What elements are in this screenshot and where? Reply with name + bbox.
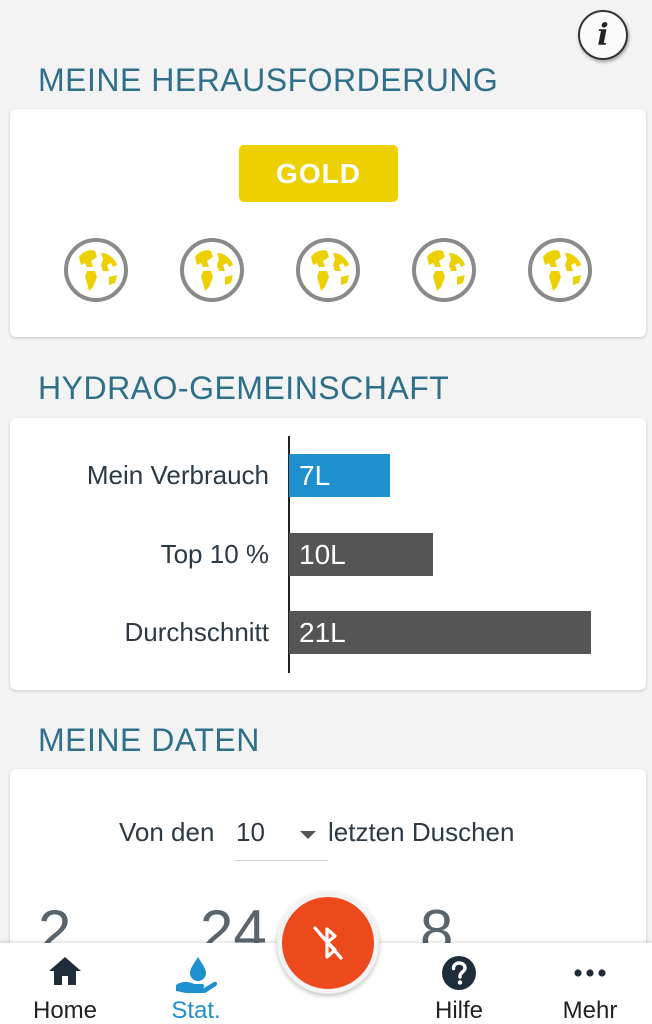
bar: 21L bbox=[289, 611, 591, 654]
filter-suffix: letzten Duschen bbox=[328, 817, 515, 847]
filter-prefix: Von den bbox=[119, 817, 215, 847]
community-card: Mein Verbrauch 7L Top 10 % 10L Durchschnitt 2… bbox=[10, 418, 646, 690]
info-button[interactable]: i bbox=[578, 10, 628, 60]
bar-value: 10L bbox=[299, 538, 346, 570]
more-icon bbox=[574, 969, 606, 977]
globe-icon bbox=[296, 238, 360, 302]
data-title: MEINE DATEN bbox=[38, 722, 260, 758]
nav-help[interactable]: Hilfe bbox=[404, 943, 514, 1024]
nav-home-label: Home bbox=[32, 997, 98, 1024]
shower-count-select[interactable]: 10 bbox=[236, 817, 328, 861]
bar: 10L bbox=[289, 533, 433, 576]
bar-label: Top 10 % bbox=[160, 539, 269, 569]
nav-home[interactable]: Home bbox=[10, 943, 120, 1024]
shower-count-value: 10 bbox=[236, 817, 265, 847]
bar-label: Mein Verbrauch bbox=[86, 460, 269, 490]
bar-label: Durchschnitt bbox=[124, 617, 270, 647]
info-icon: i bbox=[597, 17, 609, 53]
water-hand-icon bbox=[176, 957, 218, 993]
globe-icon bbox=[180, 238, 244, 302]
chevron-down-icon bbox=[300, 831, 316, 839]
challenge-title: MEINE HERAUSFORDERUNG bbox=[38, 62, 499, 98]
nav-more[interactable]: Mehr bbox=[535, 943, 645, 1024]
nav-stats-label: Stat. bbox=[171, 997, 221, 1024]
gold-badge: GOLD bbox=[239, 145, 398, 202]
nav-stats[interactable]: Stat. bbox=[141, 943, 251, 1024]
bluetooth-button[interactable] bbox=[277, 892, 379, 994]
globe-icon bbox=[64, 238, 128, 302]
globe-icon bbox=[412, 238, 476, 302]
community-title: HYDRAO-GEMEINSCHAFT bbox=[38, 370, 450, 406]
home-icon bbox=[49, 957, 81, 985]
bar-value: 7L bbox=[299, 459, 331, 491]
nav-help-label: Hilfe bbox=[434, 997, 483, 1024]
nav-more-label: Mehr bbox=[562, 997, 618, 1024]
help-icon bbox=[442, 956, 476, 990]
challenge-card: GOLD bbox=[10, 109, 646, 337]
shower-filter: Von den 10 letzten Duschen bbox=[10, 817, 646, 861]
bar: 7L bbox=[289, 454, 390, 497]
bluetooth-off-icon bbox=[313, 926, 343, 960]
globe-icon bbox=[528, 238, 592, 302]
bar-value: 21L bbox=[299, 616, 346, 648]
